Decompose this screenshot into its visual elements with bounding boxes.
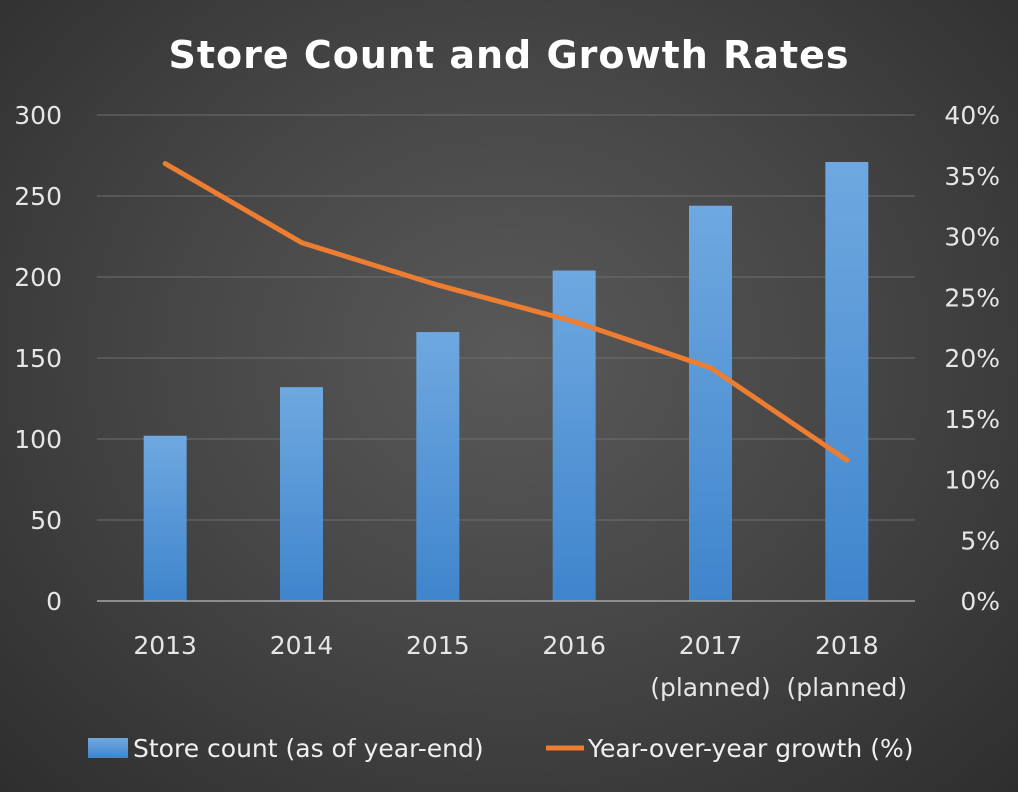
x-tick-label: 2016 (542, 631, 606, 660)
y-right-tick-label: 30% (944, 223, 1000, 252)
x-tick-label: 2018 (815, 631, 879, 660)
bar (416, 332, 460, 601)
y-right-tick-label: 40% (944, 101, 1000, 130)
y-left-tick-label: 200 (14, 263, 62, 292)
y-left-tick-label: 250 (14, 182, 62, 211)
y-left-tick-label: 50 (30, 506, 62, 535)
y-left-tick-label: 0 (46, 587, 62, 616)
legend-bar-swatch (88, 738, 128, 758)
x-tick-label: (planned) (787, 673, 908, 702)
bar (825, 161, 869, 602)
x-tick-label: 2013 (133, 631, 197, 660)
line-series (162, 161, 850, 463)
y-right-tick-label: 35% (944, 162, 1000, 191)
bar (689, 205, 732, 601)
legend-label: Year-over-year growth (%) (587, 734, 913, 763)
x-tick-label: 2014 (270, 631, 334, 660)
legend: Store count (as of year-end) Year-over-ye… (88, 734, 913, 763)
y-right-tick-label: 10% (944, 466, 1000, 495)
x-tick-label: 2015 (406, 631, 470, 660)
x-tick-label: 2017 (679, 631, 743, 660)
legend-label: Store count (as of year-end) (133, 734, 484, 763)
bar-series (143, 161, 869, 602)
y-right-tick-label: 20% (944, 344, 1000, 373)
gridlines (97, 114, 915, 521)
y-right-tick-label: 0% (960, 587, 1000, 616)
axes: 0 50 100 150 200 250 300 0% 5% 10% 15% 20% 25% 30% 35%… (14, 101, 1000, 702)
bar (280, 387, 323, 601)
x-tick-label: (planned) (650, 673, 771, 702)
y-left-tick-label: 100 (14, 425, 62, 454)
chart-title: Store Count and Growth Rates (168, 33, 849, 77)
y-left-tick-label: 300 (14, 101, 62, 130)
y-right-tick-label: 25% (944, 283, 1000, 312)
y-left-tick-label: 150 (14, 344, 62, 373)
growth-line (162, 161, 850, 463)
y-right-tick-label: 5% (960, 526, 1000, 555)
y-right-tick-label: 15% (944, 405, 1000, 434)
bar (143, 435, 187, 601)
